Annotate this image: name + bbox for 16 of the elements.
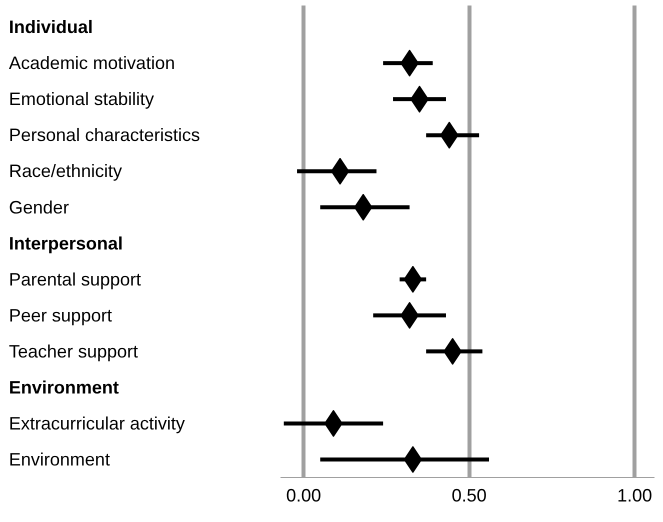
y-tick-label: Environment bbox=[8, 377, 119, 398]
y-tick-label: Gender bbox=[8, 197, 69, 218]
y-tick-label: Personal characteristics bbox=[8, 125, 200, 146]
y-tick-label: Extracurricular activity bbox=[8, 413, 185, 434]
y-tick-label: Race/ethnicity bbox=[8, 161, 122, 182]
y-tick-label: Environment bbox=[8, 449, 110, 470]
y-tick-label: Emotional stability bbox=[8, 89, 154, 110]
x-tick-label: 0.00 bbox=[286, 486, 322, 506]
y-tick-label: Parental support bbox=[8, 269, 141, 290]
x-tick-label: 0.50 bbox=[452, 486, 487, 506]
x-tick-label: 1.00 bbox=[617, 486, 652, 506]
y-tick-label: Teacher support bbox=[8, 341, 138, 362]
y-tick-label: Peer support bbox=[8, 305, 112, 326]
y-tick-label: Individual bbox=[8, 17, 93, 38]
y-tick-label: Academic motivation bbox=[8, 53, 175, 74]
y-tick-label: Interpersonal bbox=[8, 233, 123, 254]
